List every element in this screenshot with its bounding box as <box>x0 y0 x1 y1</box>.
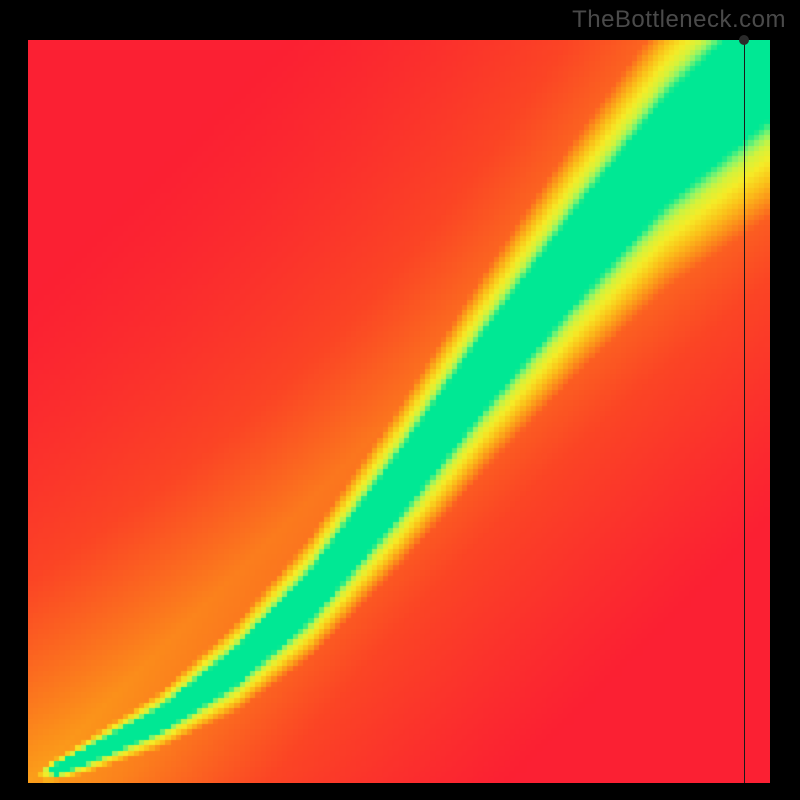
watermark-text: TheBottleneck.com <box>572 6 786 34</box>
chart-container: TheBottleneck.com <box>0 0 800 800</box>
indicator-line <box>744 40 745 783</box>
indicator-marker <box>739 35 749 45</box>
bottleneck-heatmap <box>28 40 770 783</box>
